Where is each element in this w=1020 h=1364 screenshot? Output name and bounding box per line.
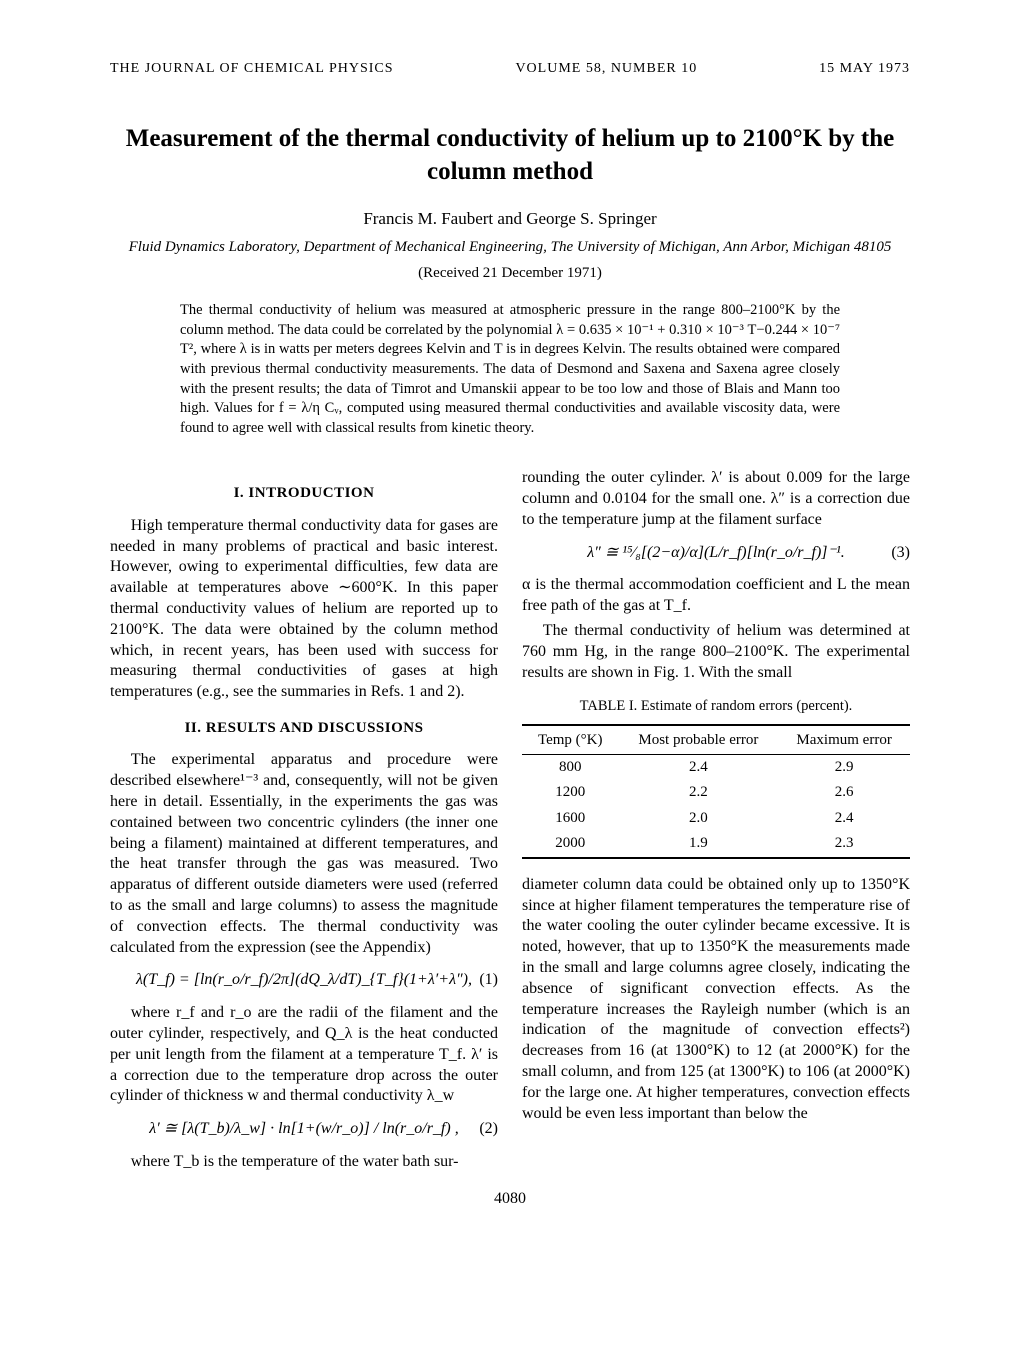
equation-2-number: (2) <box>479 1119 498 1140</box>
table-row: 1200 2.2 2.6 <box>522 780 910 806</box>
table-cell: 2.0 <box>618 806 778 832</box>
affiliation: Fluid Dynamics Laboratory, Department of… <box>110 238 910 258</box>
table-1: TABLE I. Estimate of random errors (perc… <box>522 697 910 858</box>
abstract: The thermal conductivity of helium was m… <box>180 301 840 438</box>
table-caption: TABLE I. Estimate of random errors (perc… <box>522 697 910 716</box>
table-row: 1600 2.0 2.4 <box>522 806 910 832</box>
equation-2-body: λ′ ≅ [λ(T_b)/λ_w] · ln[1+(w/r_o)] / ln(r… <box>149 1120 458 1137</box>
results-paragraph-3: where T_b is the temperature of the wate… <box>110 1152 498 1173</box>
table-cell: 2.4 <box>778 806 910 832</box>
section-heading-intro: I. INTRODUCTION <box>110 484 498 504</box>
table-cell: 2.2 <box>618 780 778 806</box>
table-header-row: Temp (°K) Most probable error Maximum er… <box>522 728 910 754</box>
table-cell: 1.9 <box>618 831 778 858</box>
page-number: 4080 <box>110 1189 910 1210</box>
equation-1: λ(T_f) = [ln(r_o/r_f)/2π](dQ_λ/dT)_{T_f}… <box>110 970 498 991</box>
table-cell: 2.3 <box>778 831 910 858</box>
equation-3-body: λ″ ≅ ¹⁵⁄₈[(2−α)/α](L/r_f)[ln(r_o/r_f)]⁻¹… <box>587 544 845 561</box>
equation-3-number: (3) <box>891 543 910 564</box>
results-paragraph-4: α is the thermal accommodation coefficie… <box>522 575 910 617</box>
body-columns: I. INTRODUCTION High temperature thermal… <box>110 468 910 1177</box>
authors: Francis M. Faubert and George S. Springe… <box>110 208 910 230</box>
article-title: Measurement of the thermal conductivity … <box>110 123 910 188</box>
table-cell: 2.6 <box>778 780 910 806</box>
intro-paragraph: High temperature thermal conductivity da… <box>110 516 498 703</box>
volume-info: VOLUME 58, NUMBER 10 <box>515 60 697 78</box>
journal-name: THE JOURNAL OF CHEMICAL PHYSICS <box>110 60 394 78</box>
results-paragraph-3b: rounding the outer cylinder. λ′ is about… <box>522 468 910 530</box>
received-date: (Received 21 December 1971) <box>110 264 910 284</box>
results-paragraph-1: The experimental apparatus and procedure… <box>110 750 498 958</box>
equation-3: λ″ ≅ ¹⁵⁄₈[(2−α)/α](L/r_f)[ln(r_o/r_f)]⁻¹… <box>522 543 910 564</box>
table-cell: 800 <box>522 754 618 780</box>
table-row: 2000 1.9 2.3 <box>522 831 910 858</box>
issue-date: 15 MAY 1973 <box>819 60 910 78</box>
table-cell: 2.9 <box>778 754 910 780</box>
table-cell: 2000 <box>522 831 618 858</box>
equation-2: λ′ ≅ [λ(T_b)/λ_w] · ln[1+(w/r_o)] / ln(r… <box>110 1119 498 1140</box>
table-head-prob: Most probable error <box>618 728 778 754</box>
table-cell: 2.4 <box>618 754 778 780</box>
table-cell: 1200 <box>522 780 618 806</box>
error-table: Temp (°K) Most probable error Maximum er… <box>522 724 910 859</box>
equation-1-number: (1) <box>479 970 498 991</box>
equation-1-body: λ(T_f) = [ln(r_o/r_f)/2π](dQ_λ/dT)_{T_f}… <box>136 971 472 988</box>
table-head-max: Maximum error <box>778 728 910 754</box>
results-paragraph-2: where r_f and r_o are the radii of the f… <box>110 1003 498 1107</box>
section-heading-results: II. RESULTS AND DISCUSSIONS <box>110 719 498 739</box>
table-head-temp: Temp (°K) <box>522 728 618 754</box>
results-paragraph-5: The thermal conductivity of helium was d… <box>522 621 910 683</box>
page-header: THE JOURNAL OF CHEMICAL PHYSICS VOLUME 5… <box>110 60 910 78</box>
results-paragraph-6: diameter column data could be obtained o… <box>522 875 910 1125</box>
table-cell: 1600 <box>522 806 618 832</box>
table-row: 800 2.4 2.9 <box>522 754 910 780</box>
